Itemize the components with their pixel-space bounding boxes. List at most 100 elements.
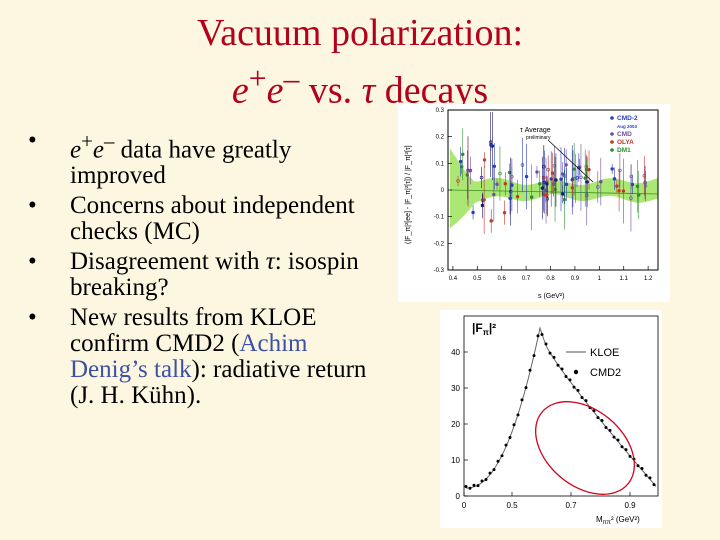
- cmd2-point: [592, 409, 596, 413]
- x-tick-label: 1: [598, 276, 602, 282]
- data-point: [629, 174, 633, 179]
- cmd2-point: [636, 464, 640, 468]
- x-tick-label: 0.8: [546, 276, 555, 282]
- bullet-3-tau: τ: [265, 248, 275, 276]
- bullet-item-4: • New results from KLOE confirm CMD2 (Ac…: [28, 305, 368, 409]
- legend-entry: CMD: [617, 131, 632, 138]
- data-point: [562, 197, 566, 202]
- x-tick-label: 0.9: [624, 501, 636, 510]
- y-tick-label: 0.3: [436, 108, 445, 114]
- cmd2-point: [548, 351, 552, 355]
- data-point: [544, 193, 548, 197]
- data-points: [456, 112, 648, 234]
- data-point: [482, 198, 486, 202]
- legend-marker: [610, 140, 614, 144]
- x-tick-label: 1.2: [644, 276, 653, 282]
- cmd2-point: [628, 454, 632, 458]
- data-point: [579, 175, 583, 180]
- cmd2-point: [584, 399, 588, 403]
- cmd2-point: [616, 438, 620, 442]
- data-point: [585, 180, 589, 184]
- cmd2-point: [572, 385, 576, 389]
- data-point: [502, 211, 507, 215]
- cmd2-point: [604, 425, 608, 429]
- legend-cmd2-marker: [573, 369, 579, 375]
- title-tau: τ: [361, 69, 376, 112]
- y-tick-label: 40: [451, 348, 460, 357]
- bullet-1-e2: e: [92, 136, 104, 164]
- data-point: [618, 168, 622, 173]
- data-point: [510, 183, 514, 187]
- data-point: [610, 167, 614, 171]
- bullet-item-1: • e+e– data have greatly improved: [28, 128, 368, 189]
- cmd2-point: [556, 363, 560, 367]
- cmd2-point: [540, 333, 544, 336]
- x-tick-label: 0.7: [565, 501, 577, 510]
- legend-entry: CMD-2: [617, 115, 638, 122]
- data-point: [479, 175, 484, 180]
- bullet-1-text: data have greatly improved: [70, 136, 292, 190]
- x-tick-label: 0: [462, 501, 467, 510]
- data-point: [564, 163, 568, 167]
- legend-marker: [610, 148, 614, 152]
- tau-comparison-figure: 0.30.20.10-0.1-0.2-0.3 0.4 0.5 0.6 0.7 0.8 0.…: [398, 104, 670, 302]
- data-point: [520, 163, 525, 167]
- x-tick-label: 0.9: [571, 276, 580, 282]
- data-point: [492, 192, 496, 197]
- title-vs: vs.: [299, 69, 362, 112]
- cmd2-point: [508, 436, 512, 440]
- data-point: [466, 168, 470, 172]
- cmd2-point: [536, 334, 540, 338]
- cmd2-point: [560, 367, 564, 371]
- y-axis-ticks: 40 30 20 10 0: [451, 348, 468, 501]
- legend-entry: DM1: [617, 147, 631, 154]
- legend-marker: [610, 132, 614, 136]
- data-point: [550, 171, 555, 175]
- band-sublabel: preliminary: [526, 135, 551, 141]
- cmd2-point: [504, 443, 508, 447]
- data-point: [612, 177, 617, 181]
- title-e2: e: [266, 69, 284, 112]
- cmd2-point: [468, 486, 472, 490]
- data-point: [489, 219, 493, 223]
- x-axis-ticks: 0 0.5 0.7 0.9: [462, 492, 636, 510]
- bullet-3-text-b: : isospin breaking?: [70, 248, 359, 302]
- title-e: e: [231, 69, 249, 112]
- x-tick-label: 0.7: [522, 276, 531, 282]
- cmd2-point: [612, 435, 616, 439]
- y-tick-label: -0.1: [434, 215, 445, 221]
- bullet-1-e: e: [70, 136, 82, 164]
- title-plus: +: [248, 61, 267, 96]
- cmd2-point: [480, 479, 484, 483]
- band-label: τ Average: [520, 127, 551, 134]
- bullet-dot-icon: •: [28, 127, 37, 154]
- cmd2-point: [568, 378, 572, 382]
- data-point: [575, 176, 579, 180]
- y-tick-label: 0.1: [436, 161, 445, 167]
- y-axis-label: (|F_π|²[ee] - |F_π|²[τ]) / |F_π|²[τ]: [405, 145, 412, 244]
- x-axis-label: Mππ² (GeV²): [596, 515, 640, 526]
- cmd2-point: [624, 448, 628, 452]
- data-point: [515, 194, 520, 199]
- y-tick-label: -0.3: [434, 268, 445, 274]
- data-point: [508, 196, 512, 201]
- data-point: [461, 152, 465, 157]
- cmd2-point: [488, 471, 492, 475]
- bullet-dot-icon: •: [28, 304, 37, 332]
- cmd2-points: [464, 333, 656, 490]
- y-tick-label: 10: [451, 456, 460, 465]
- y-tick-label: 20: [451, 420, 460, 429]
- cmd2-point: [576, 388, 580, 392]
- title-minus: –: [283, 61, 300, 96]
- cmd2-point: [512, 423, 516, 427]
- data-point: [599, 180, 603, 184]
- cmd2-point: [472, 483, 476, 487]
- data-point: [554, 178, 558, 182]
- data-point: [471, 210, 475, 215]
- talk-link[interactable]: Achim Denig’s talk: [70, 330, 308, 384]
- data-point: [615, 184, 619, 188]
- x-tick-label: 0.5: [506, 501, 518, 510]
- cmd2-point: [640, 467, 644, 471]
- y-tick-label: 0.2: [436, 135, 445, 141]
- cmd2-point: [520, 398, 524, 402]
